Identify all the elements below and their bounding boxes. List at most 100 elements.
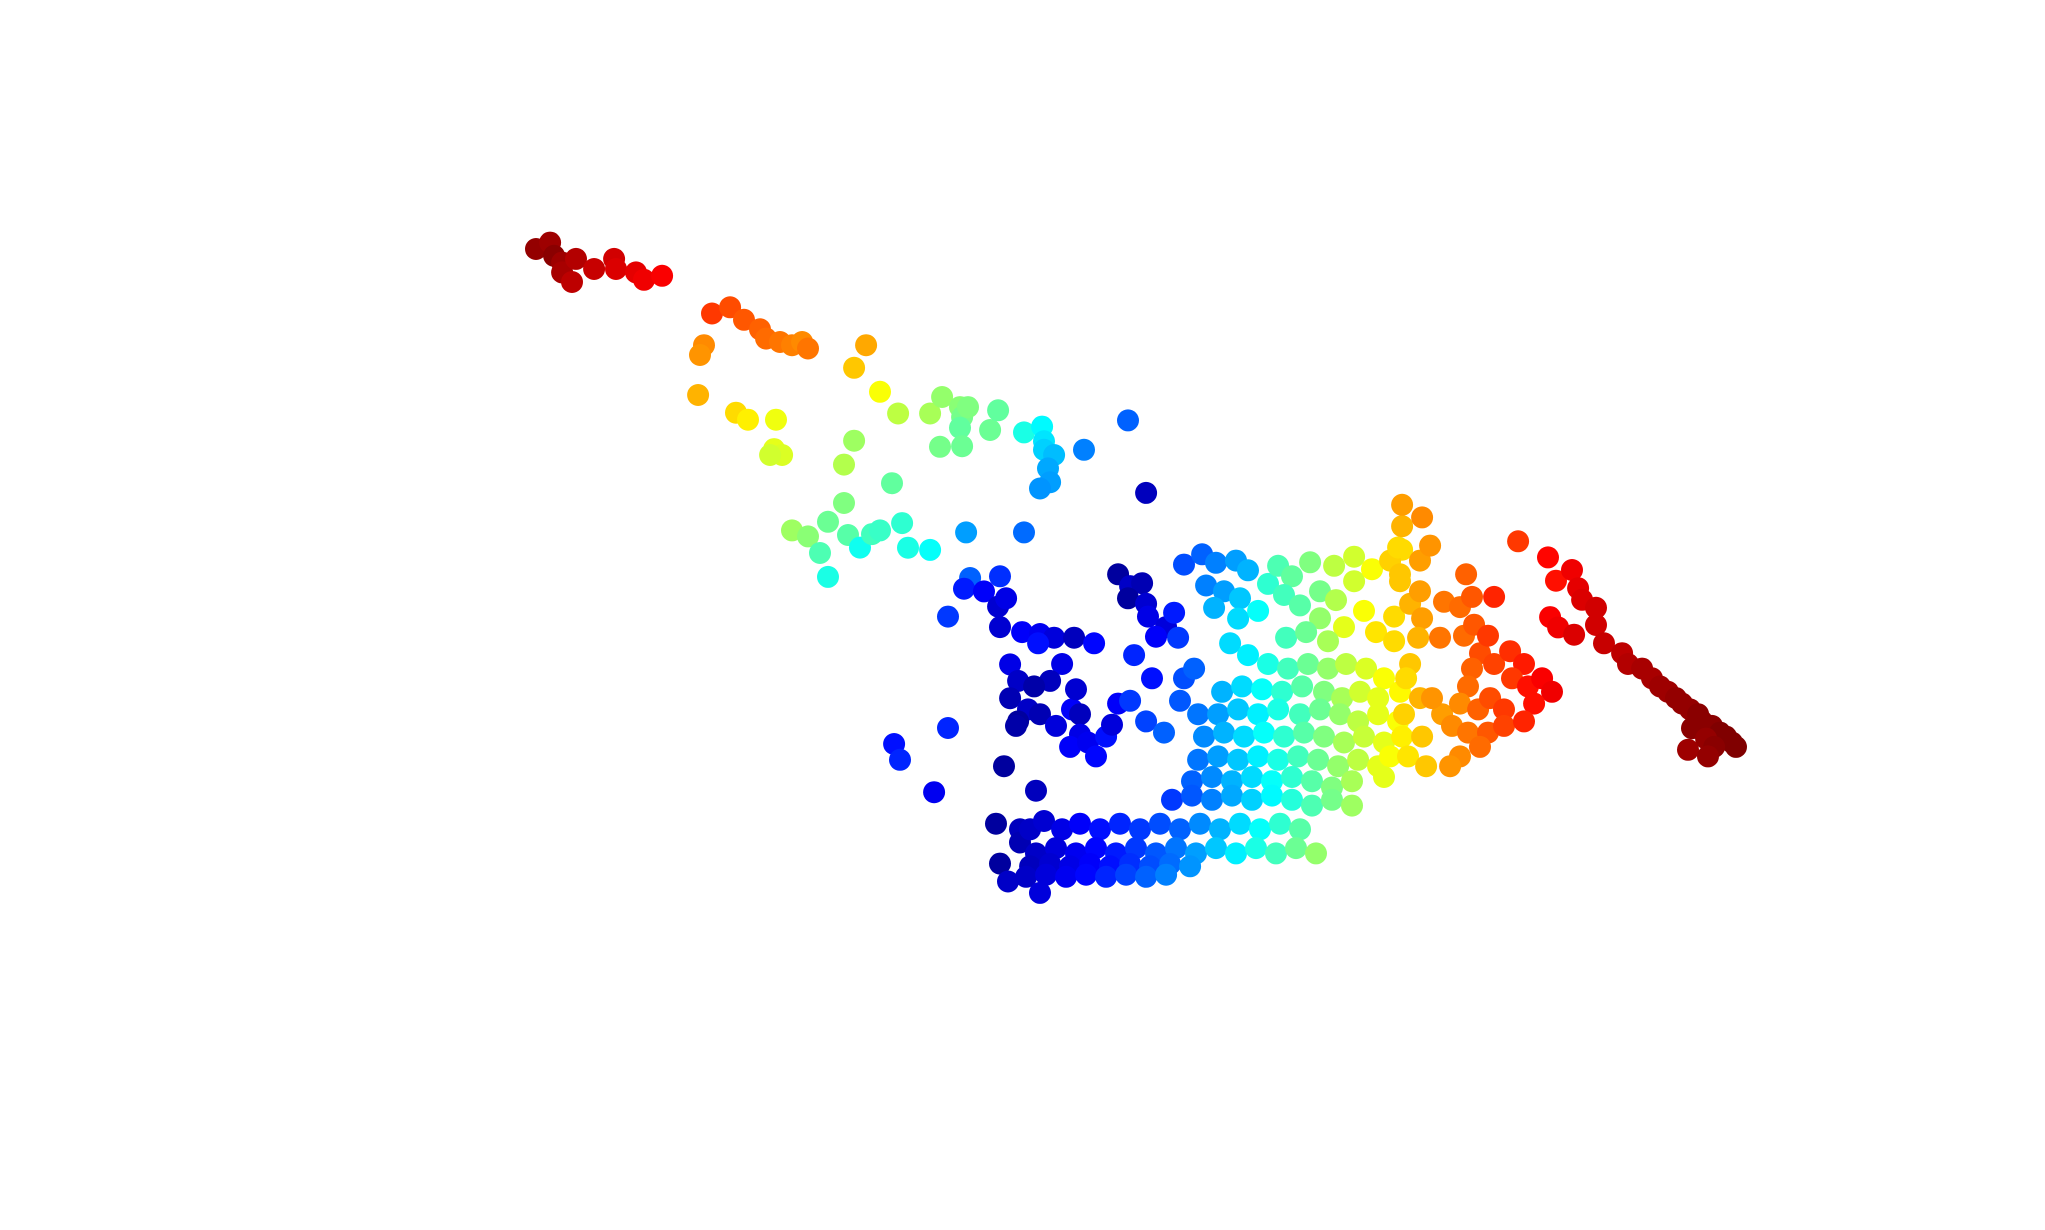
scatter-point (1293, 721, 1315, 744)
scatter-point (1221, 784, 1243, 807)
scatter-point (833, 453, 855, 476)
scatter-point (1367, 687, 1390, 710)
scatter-point (1537, 546, 1559, 569)
scatter-point (765, 408, 787, 431)
scatter-point (1193, 725, 1215, 748)
scatter-point (1483, 585, 1506, 608)
scatter-point (999, 653, 1022, 676)
scatter-point (1297, 653, 1319, 675)
scatter-point (1301, 794, 1323, 817)
scatter-point (1329, 703, 1351, 726)
scatter-point (1563, 623, 1586, 646)
scatter-point (1305, 842, 1327, 865)
scatter-point (1419, 534, 1442, 557)
scatter-point (1361, 558, 1383, 581)
scatter-point (1075, 863, 1098, 886)
scatter-point (929, 435, 951, 458)
scatter-point (1411, 607, 1434, 630)
scatter-point (1251, 678, 1274, 701)
scatter-point (1153, 721, 1175, 744)
scatter-point (937, 717, 959, 739)
scatter-point (1015, 865, 1038, 888)
scatter-point (1331, 687, 1354, 710)
scatter-point (1387, 536, 1410, 559)
scatter-point (1181, 784, 1203, 807)
scatter-point (1173, 553, 1195, 576)
scatter-point (737, 408, 759, 431)
scatter-point (1541, 680, 1563, 703)
scatter-point (1267, 698, 1290, 721)
scatter-point (1355, 657, 1378, 680)
scatter-point (1289, 703, 1311, 726)
scatter-point (1439, 755, 1462, 778)
scatter-point (1227, 698, 1250, 721)
scatter-point (1343, 570, 1366, 593)
scatter-point (1393, 703, 1415, 726)
scatter-point (1321, 788, 1343, 811)
scatter-point (985, 812, 1007, 835)
scatter-point (1457, 675, 1479, 698)
scatter-point (1449, 692, 1471, 715)
scatter-point (1187, 703, 1210, 726)
scatter-point (1131, 572, 1154, 595)
scatter-point (1161, 788, 1183, 811)
scatter-point (1285, 837, 1307, 860)
scatter-point (1313, 680, 1335, 703)
scatter-point (1023, 675, 1046, 698)
scatter-point (817, 565, 839, 588)
scatter-point (1461, 657, 1483, 680)
scatter-point (1513, 710, 1535, 733)
scatter-point (1391, 725, 1414, 748)
scatter-point (869, 380, 891, 403)
scatter-point (1233, 725, 1255, 748)
scatter-point (1409, 580, 1431, 603)
scatter-point (1063, 626, 1086, 649)
scatter-point (605, 258, 627, 280)
scatter-point (1137, 605, 1159, 628)
scatter-point (1205, 551, 1227, 574)
scatter-point (843, 356, 866, 379)
scatter-point (1201, 788, 1223, 811)
scatter-point (565, 247, 587, 270)
scatter-point (1145, 625, 1167, 648)
scatter-point (1469, 735, 1491, 758)
scatter-point (1155, 863, 1178, 886)
scatter-point (989, 616, 1011, 639)
scatter-point (987, 399, 1010, 422)
scatter-point (1237, 559, 1259, 582)
scatter-point (951, 435, 974, 458)
scatter-point (1499, 640, 1522, 663)
scatter-point (1163, 601, 1186, 624)
scatter-point (817, 510, 839, 533)
scatter-point (1237, 644, 1259, 667)
scatter-point (1203, 596, 1226, 619)
scatter-point (1149, 812, 1171, 835)
scatter-point (989, 565, 1011, 588)
scatter-point (1169, 689, 1191, 712)
scatter-point (1029, 703, 1051, 726)
scatter-point (1335, 653, 1358, 675)
scatter-point (999, 687, 1022, 710)
scatter-point (1219, 632, 1242, 655)
scatter-point (1123, 644, 1146, 667)
scatter-point (1415, 755, 1438, 778)
scatter-point (1397, 745, 1419, 768)
scatter-point (997, 870, 1019, 893)
scatter-point (1025, 779, 1047, 802)
scatter-point (1169, 818, 1191, 841)
scatter-point (1389, 563, 1411, 586)
scatter-point (1073, 438, 1095, 461)
scatter-point (1101, 713, 1123, 736)
scatter-point (1117, 409, 1139, 432)
scatter-point (833, 492, 855, 514)
scatter-point (1407, 626, 1430, 649)
scatter-point (1333, 731, 1355, 754)
scatter-point (1309, 580, 1331, 603)
scatter-point (1083, 632, 1106, 655)
scatter-point (989, 852, 1011, 875)
scatter-point (979, 419, 1002, 441)
scatter-point (955, 521, 978, 544)
scatter-point (993, 755, 1015, 778)
scatter-point (633, 268, 655, 291)
scatter-point (1461, 585, 1483, 608)
